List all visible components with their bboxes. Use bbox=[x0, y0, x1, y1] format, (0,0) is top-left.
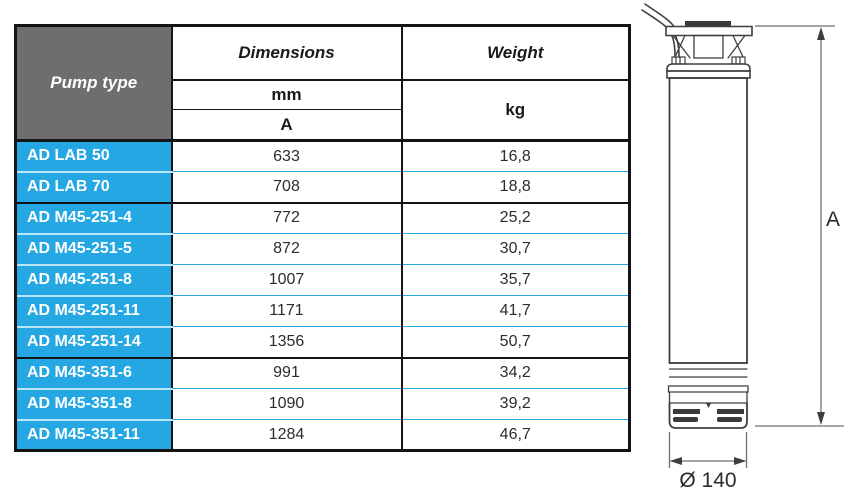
support-struts bbox=[672, 34, 746, 59]
pump-spec-table: Pump type Dimensions Weight mm kg A AD L… bbox=[14, 24, 631, 452]
weight-cell: 50,7 bbox=[400, 326, 630, 359]
weight-cell: 18,8 bbox=[400, 171, 630, 204]
pump-type-cell: AD M45-251-14 bbox=[15, 326, 173, 359]
table-row: AD M45-251-8 1007 35,7 bbox=[15, 264, 630, 297]
weight-header: Weight bbox=[400, 25, 630, 81]
weight-cell: 34,2 bbox=[400, 357, 630, 389]
pump-type-cell: AD M45-251-5 bbox=[15, 233, 173, 266]
pump-technical-drawing: A Ø 140 bbox=[628, 0, 850, 500]
unit-mm: mm bbox=[171, 79, 402, 110]
table-row: AD M45-351-11 1284 46,7 bbox=[15, 419, 630, 451]
weight-cell: 41,7 bbox=[400, 295, 630, 327]
table-row: AD M45-351-6 991 34,2 bbox=[15, 357, 630, 390]
pump-type-cell: AD M45-351-6 bbox=[15, 357, 173, 390]
pump-type-cell: AD M45-251-8 bbox=[15, 264, 173, 297]
dimension-a-cell: 633 bbox=[171, 140, 402, 172]
pump-type-cell: AD M45-251-11 bbox=[15, 295, 173, 328]
top-flange bbox=[666, 63, 751, 72]
dim-label-diameter: Ø 140 bbox=[679, 469, 736, 492]
pump-type-header: Pump type bbox=[15, 25, 173, 142]
pump-type-cell: AD M45-351-8 bbox=[15, 388, 173, 421]
dim-label-height: A bbox=[826, 208, 840, 231]
pump-type-cell: AD M45-351-11 bbox=[15, 419, 173, 451]
pump-type-cell: AD M45-251-4 bbox=[15, 202, 173, 235]
table-row: AD M45-251-4 772 25,2 bbox=[15, 202, 630, 235]
dim-extension-diameter bbox=[668, 432, 748, 468]
unit-a: A bbox=[171, 109, 402, 142]
table-row: AD M45-251-11 1171 41,7 bbox=[15, 295, 630, 328]
dimension-a-cell: 772 bbox=[171, 202, 402, 234]
weight-cell: 25,2 bbox=[400, 202, 630, 234]
dimension-a-cell: 1356 bbox=[171, 326, 402, 359]
table-row: AD M45-251-5 872 30,7 bbox=[15, 233, 630, 266]
weight-cell: 35,7 bbox=[400, 264, 630, 296]
dimension-a-cell: 1090 bbox=[171, 388, 402, 420]
dimension-a-cell: 991 bbox=[171, 357, 402, 389]
weight-cell: 30,7 bbox=[400, 233, 630, 265]
weight-cell: 16,8 bbox=[400, 140, 630, 172]
unit-kg: kg bbox=[400, 79, 630, 142]
dimension-a-cell: 872 bbox=[171, 233, 402, 265]
weight-cell: 46,7 bbox=[400, 419, 630, 451]
cable-guard-strip bbox=[685, 21, 731, 27]
table-row: AD M45-251-14 1356 50,7 bbox=[15, 326, 630, 359]
discharge-plate bbox=[665, 25, 753, 37]
table-row: AD LAB 70 708 18,8 bbox=[15, 171, 630, 204]
body-shoulder bbox=[666, 70, 751, 79]
dimension-a-cell: 1171 bbox=[171, 295, 402, 327]
dim-arrowheads bbox=[669, 27, 825, 465]
pump-body bbox=[668, 77, 748, 364]
pump-type-cell: AD LAB 70 bbox=[15, 171, 173, 204]
dimension-a-cell: 708 bbox=[171, 171, 402, 204]
dimensions-header: Dimensions bbox=[171, 25, 402, 81]
table-row: AD LAB 50 633 16,8 bbox=[15, 140, 630, 173]
pump-type-cell: AD LAB 50 bbox=[15, 140, 173, 173]
dimension-a-cell: 1007 bbox=[171, 264, 402, 296]
weight-cell: 39,2 bbox=[400, 388, 630, 420]
table-row: AD M45-351-8 1090 39,2 bbox=[15, 388, 630, 421]
suction-strainer bbox=[668, 402, 748, 429]
body-bands bbox=[667, 362, 749, 404]
dimension-a-cell: 1284 bbox=[171, 419, 402, 451]
